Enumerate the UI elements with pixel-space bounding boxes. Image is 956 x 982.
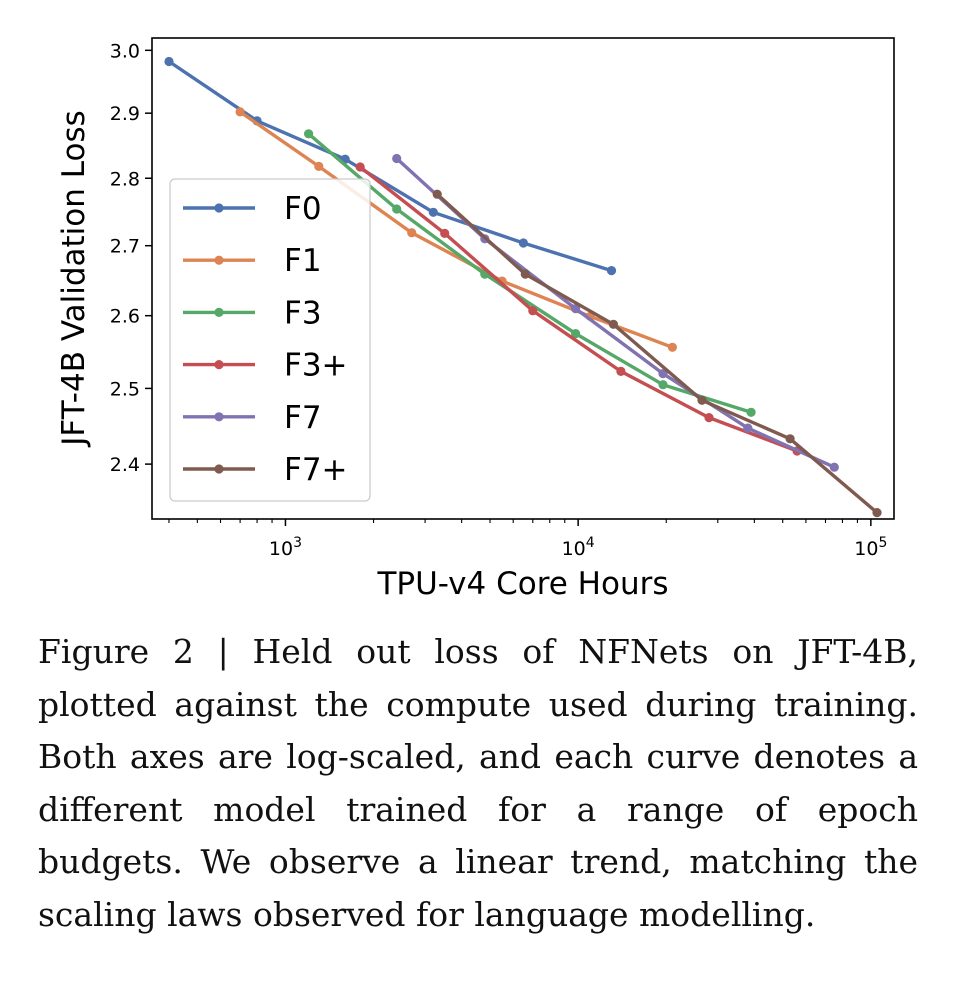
legend-label: F7 (284, 400, 322, 436)
data-point (304, 129, 314, 139)
legend-marker (214, 307, 224, 317)
data-point (571, 304, 581, 314)
data-point (743, 423, 753, 433)
legend-marker (214, 203, 224, 213)
series-F1 (235, 107, 678, 352)
data-point (432, 189, 442, 199)
data-point (704, 413, 714, 423)
legend-label: F7+ (284, 452, 348, 488)
line-chart: 2.4 2.5 2.6 2.7 2.8 2.9 3.0 103 104 105 TPU-v4 C… (56, 37, 895, 602)
y-tick-label: 2.5 (110, 378, 140, 400)
data-point (314, 161, 324, 171)
x-tick-label: 104 (562, 535, 595, 560)
data-point (428, 207, 438, 217)
y-tick-label: 3.0 (110, 40, 140, 62)
data-point (785, 434, 795, 444)
legend-marker (214, 360, 224, 370)
data-point (355, 162, 365, 172)
data-point (235, 107, 245, 117)
chart-figure: 2.4 2.5 2.6 2.7 2.8 2.9 3.0 103 104 105 TPU-v4 C… (56, 37, 895, 602)
x-tick-label: 103 (269, 535, 302, 560)
series-F7+ (432, 189, 882, 518)
data-point (440, 228, 450, 238)
series-F7 (392, 153, 839, 472)
legend-label: F0 (284, 191, 322, 227)
series-line (435, 192, 879, 515)
legend-label: F1 (284, 243, 322, 279)
x-axis-label: TPU-v4 Core Hours (376, 566, 668, 602)
legend-marker (214, 255, 224, 265)
y-axis-label: JFT-4B Validation Loss (56, 110, 92, 447)
legend-marker (214, 412, 224, 422)
legend-marker (214, 464, 224, 474)
series-line (395, 156, 836, 469)
data-point (571, 329, 581, 339)
data-point (746, 407, 756, 417)
data-point (392, 153, 402, 164)
y-tick-label: 2.4 (110, 454, 140, 476)
data-point (697, 395, 707, 405)
series-line (358, 165, 799, 453)
data-point (872, 507, 882, 518)
data-point (518, 238, 529, 248)
legend: F0 F1 F3 F3+ F7 F7+ (169, 178, 371, 502)
data-point (407, 228, 417, 238)
data-point (528, 306, 538, 316)
data-point (667, 342, 678, 352)
data-point (520, 269, 530, 279)
y-tick-label: 2.6 (110, 306, 140, 328)
x-axis-ticks: 103 104 105 (168, 519, 887, 560)
y-tick-label: 2.8 (110, 168, 140, 190)
y-tick-label: 2.9 (110, 103, 140, 125)
legend-label: F3 (284, 295, 322, 331)
figure-caption: Figure 2 | Held out loss of NFNets on JF… (38, 632, 918, 934)
data-point (658, 369, 668, 379)
y-tick-label: 2.7 (110, 236, 140, 258)
series-F3 (304, 129, 756, 417)
data-point (164, 56, 174, 67)
plot-area (164, 56, 882, 518)
legend-label: F3+ (284, 348, 348, 384)
data-point (392, 204, 402, 214)
data-point (616, 366, 626, 376)
axes-frame (151, 37, 895, 520)
series-F3+ (355, 162, 802, 456)
x-tick-label: 105 (854, 535, 887, 560)
data-point (658, 380, 668, 390)
data-point (608, 319, 619, 329)
series-line (306, 132, 753, 414)
data-point (606, 266, 617, 276)
y-axis-ticks: 2.4 2.5 2.6 2.7 2.8 2.9 3.0 (110, 40, 152, 476)
series-line (238, 110, 675, 349)
data-point (829, 462, 839, 472)
